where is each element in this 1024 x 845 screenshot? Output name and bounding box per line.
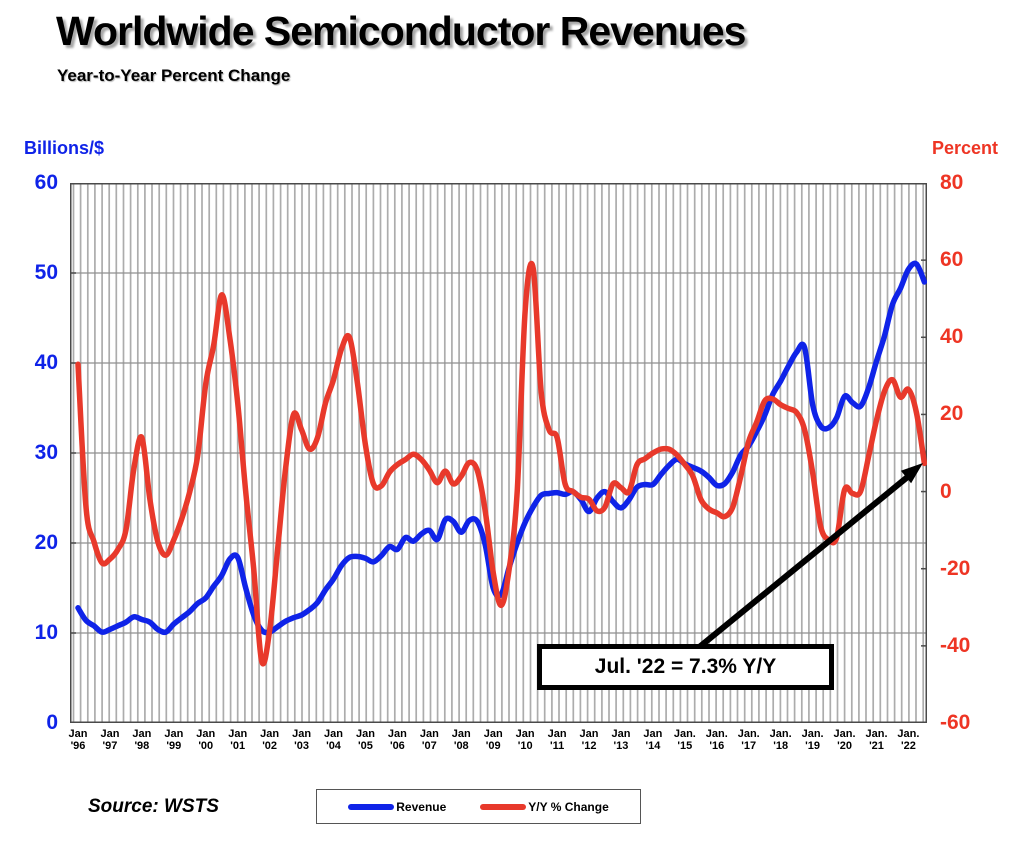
callout-box: Jul. '22 = 7.3% Y/Y: [537, 644, 834, 690]
right-axis-tick-label: -20: [940, 556, 971, 580]
x-axis-tick-label: Jan '99: [164, 728, 184, 752]
x-axis-tick-label: Jan. '20: [833, 728, 856, 752]
x-axis-tick-label: Jan '02: [260, 728, 280, 752]
x-axis-tick-label: Jan '11: [547, 728, 567, 752]
legend-label-yoy: Y/Y % Change: [528, 799, 609, 814]
revenue-line: [75, 260, 927, 636]
right-axis-tick-label: 20: [940, 402, 964, 426]
left-axis-header: Billions/$: [24, 138, 105, 158]
x-axis-tick-label: Jan '03: [292, 728, 312, 752]
x-axis-tick-label: Jan '13: [611, 728, 631, 752]
x-axis-tick-label: Jan. '15: [673, 728, 696, 752]
x-axis-tick-label: Jan '09: [483, 728, 503, 752]
right-axis-tick-label: 60: [940, 248, 964, 272]
left-axis-tick-label: 30: [34, 441, 58, 464]
x-axis-tick-label: Jan. '18: [769, 728, 792, 752]
x-axis-tick-label: Jan '00: [196, 728, 216, 752]
legend-item-revenue: Revenue: [348, 800, 446, 814]
right-axis-header: Percent: [931, 138, 998, 158]
left-axis-tick-label: 60: [34, 171, 58, 194]
plot-area: [70, 183, 927, 723]
x-axis-tick-label: Jan '14: [643, 728, 663, 752]
revenue-line-swatch: [348, 803, 395, 810]
x-axis-tick-label: Jan '06: [387, 728, 407, 752]
yoy-change-line: [75, 260, 927, 667]
x-axis-tick-label: Jan. '16: [705, 728, 728, 752]
x-axis-tick-label: Jan '05: [355, 728, 375, 752]
right-axis-tick-label: -40: [940, 633, 971, 657]
x-axis-tick-label: Jan '07: [419, 728, 439, 752]
x-axis-tick-label: Jan. '21: [865, 728, 888, 752]
x-axis-tick-label: Jan. '19: [801, 728, 824, 752]
x-axis-tick-label: Jan '10: [515, 728, 535, 752]
legend-label-revenue: Revenue: [396, 799, 447, 814]
chart-title: Worldwide Semiconductor Revenues: [56, 8, 746, 54]
x-axis-tick-label: Jan. '17: [737, 728, 760, 752]
left-axis-tick-label: 0: [46, 711, 58, 734]
left-axis-tick-label: 50: [34, 261, 58, 284]
right-axis-tick-label: 80: [940, 171, 964, 194]
right-axis-tick-label: -60: [940, 711, 971, 734]
left-axis-tick-label: 10: [34, 621, 58, 644]
x-axis-tick-label: Jan '04: [324, 728, 343, 752]
x-axis-tick-label: Jan '97: [100, 728, 120, 752]
callout-arrowhead: [900, 463, 923, 484]
right-axis-tick-label: 40: [940, 325, 964, 349]
chart-subtitle: Year-to-Year Percent Change: [57, 66, 291, 85]
callout-text: Jul. '22 = 7.3% Y/Y: [594, 655, 777, 678]
left-axis-tick-label: 20: [34, 531, 58, 554]
x-axis-tick-label: Jan '98: [132, 728, 152, 752]
x-axis-tick-label: Jan '12: [579, 728, 599, 752]
source-note: Source: WSTS: [88, 796, 219, 817]
legend-item-yoy: Y/Y % Change: [480, 799, 609, 814]
left-axis-tick-label: 40: [34, 351, 58, 374]
right-axis-tick-label: 0: [940, 479, 952, 503]
x-axis-tick-label: Jan '08: [451, 728, 471, 752]
x-axis-tick-label: Jan '01: [228, 728, 248, 752]
legend-box: Revenue Y/Y % Change: [316, 789, 641, 824]
x-axis-tick-label: Jan '96: [68, 728, 88, 752]
yoy-line-swatch: [480, 803, 527, 810]
callout-arrow: [690, 472, 912, 656]
x-axis-tick-label: Jan. '22: [897, 728, 920, 752]
